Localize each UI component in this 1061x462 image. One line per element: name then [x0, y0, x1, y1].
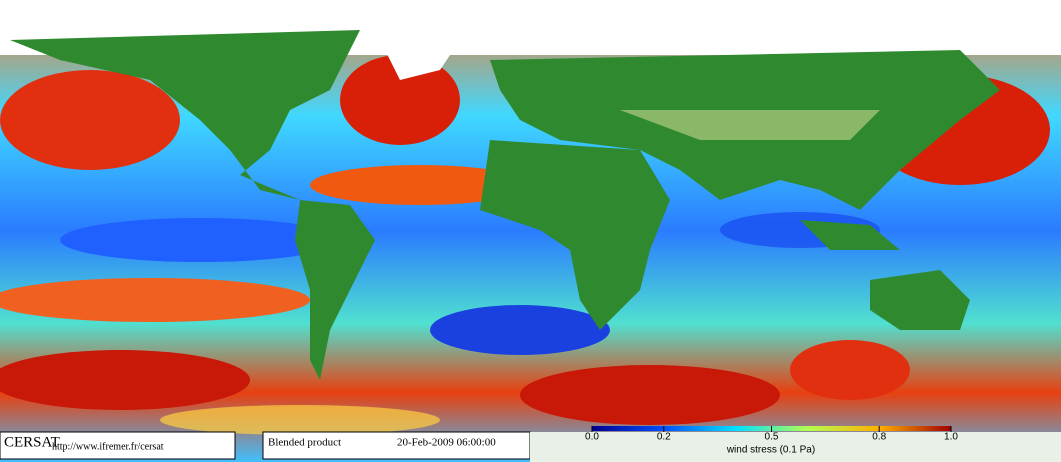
url: http://www.ifremer.fr/cersat [52, 441, 164, 452]
colorbar-tick-label: 0.8 [872, 432, 886, 443]
land [10, 20, 1000, 380]
logo: CERSAT [4, 434, 60, 450]
footer: CERSAT http://www.ifremer.fr/cersat Blen… [0, 426, 1061, 462]
colorbar-tick-label: 0.0 [585, 432, 599, 443]
logo-box [0, 431, 236, 460]
colorbar-tick-label: 1.0 [944, 432, 958, 443]
colorbar-label: wind stress (0.1 Pa) [726, 445, 815, 456]
date: 20-Feb-2009 06:00:00 [397, 437, 496, 449]
product: Blended product [268, 437, 341, 449]
colorbar-tick-label: 0.2 [657, 432, 671, 443]
legend-panel [530, 432, 1061, 462]
colorbar-tick-label: 0.5 [765, 432, 779, 443]
